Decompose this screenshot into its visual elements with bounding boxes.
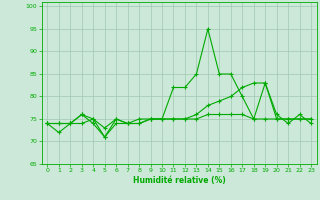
X-axis label: Humidité relative (%): Humidité relative (%) — [133, 176, 226, 185]
